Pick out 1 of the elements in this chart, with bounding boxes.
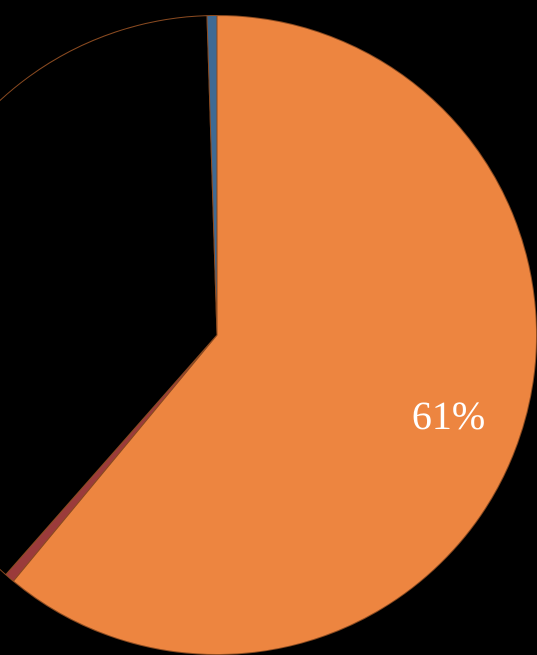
data-label: 61%	[412, 392, 486, 438]
